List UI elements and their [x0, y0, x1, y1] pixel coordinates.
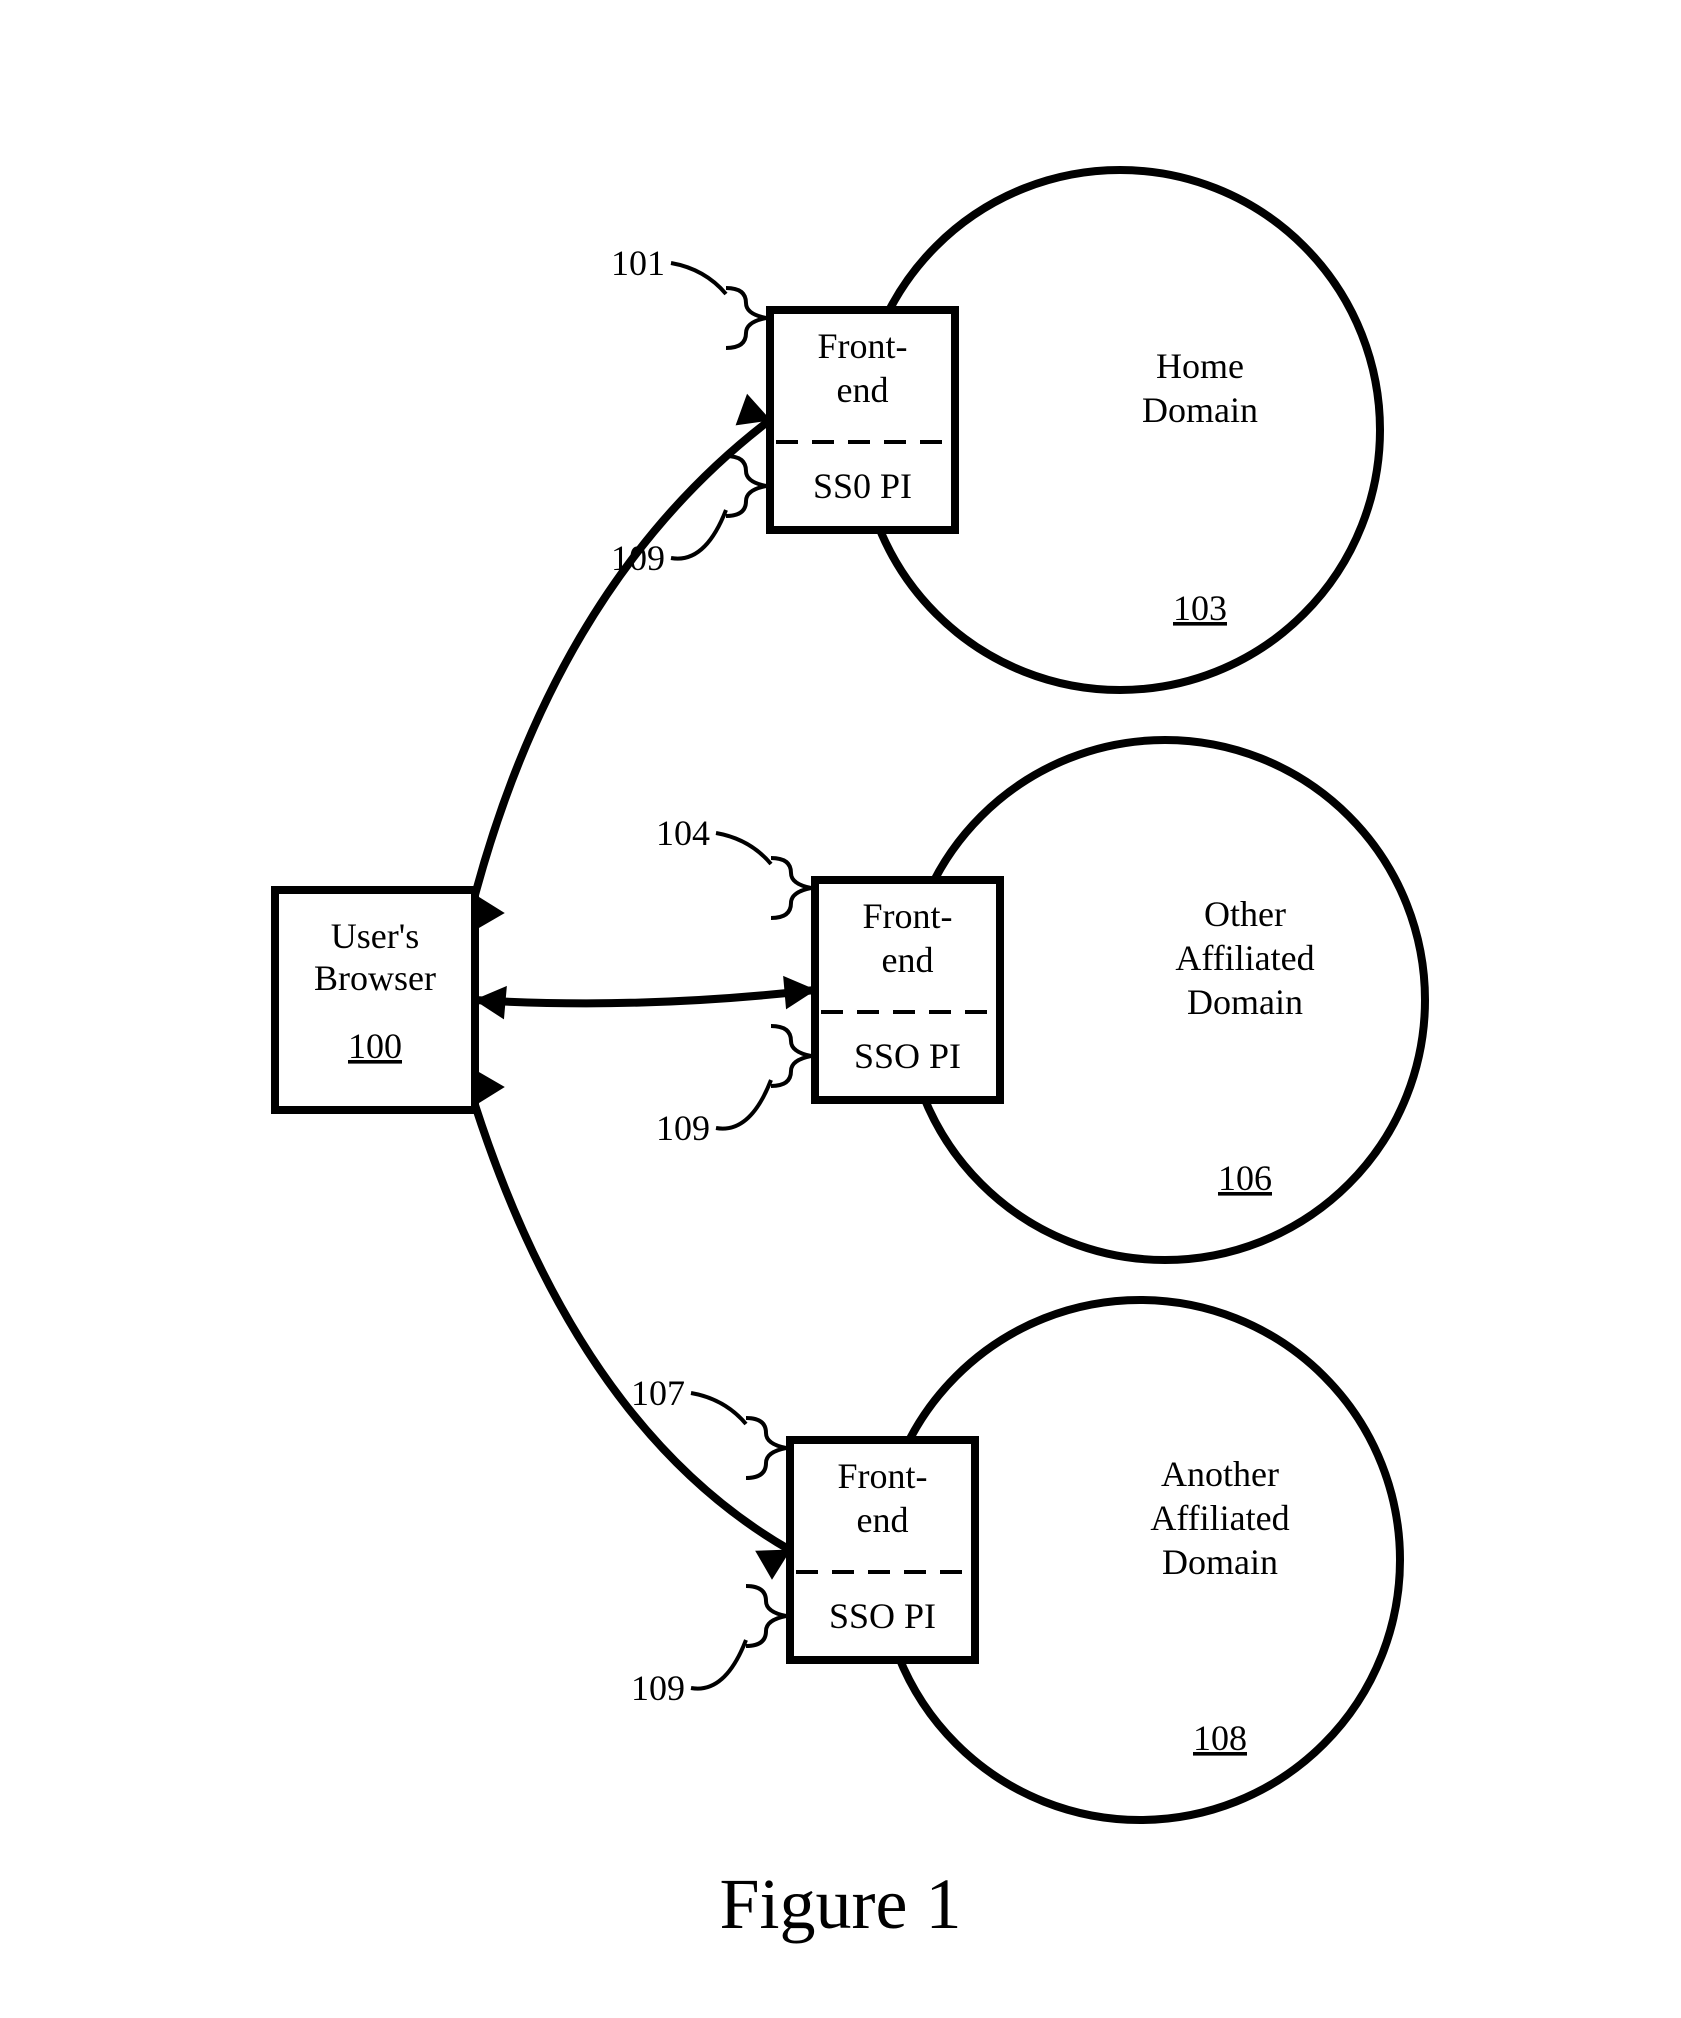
domain-home-leader-bot [671, 510, 726, 559]
user-browser-line2: Browser [314, 958, 436, 998]
domain-another-leader-top [691, 1393, 746, 1424]
brace [771, 1026, 811, 1086]
user-browser-line1: User's [331, 916, 419, 956]
brace [726, 288, 766, 348]
domain-other-ref: 106 [1218, 1158, 1272, 1198]
arrowhead [736, 395, 770, 425]
domain-home-front-line0: Front- [818, 326, 908, 366]
arrow-1 [475, 990, 815, 1003]
arrowhead [475, 987, 506, 1019]
domain-another-label-bot: 109 [631, 1668, 685, 1708]
domain-home-leader-top [671, 263, 726, 294]
domain-other-sso: SSO PI [854, 1036, 961, 1076]
domain-other-label-bot: 109 [656, 1108, 710, 1148]
domain-other-title-2: Domain [1187, 982, 1303, 1022]
domain-other: OtherAffiliatedDomain 106 Front-end SSO PI 1… [656, 740, 1425, 1260]
domain-another-title-2: Domain [1162, 1542, 1278, 1582]
user-browser-ref: 100 [348, 1026, 402, 1066]
brace [746, 1418, 786, 1478]
domain-home-title-1: Domain [1142, 390, 1258, 430]
domain-other-front-line1: end [882, 940, 934, 980]
arrowhead [784, 977, 815, 1009]
domain-other-title-1: Affiliated [1175, 938, 1314, 978]
brace [726, 456, 766, 516]
domain-other-front-line0: Front- [863, 896, 953, 936]
domain-other-title-0: Other [1204, 894, 1286, 934]
domain-home-ref: 103 [1173, 588, 1227, 628]
domain-another-title-0: Another [1161, 1454, 1279, 1494]
domain-home: HomeDomain103Front-endSS0 PI101109 [611, 170, 1380, 690]
domain-another: AnotherAffiliatedDomain 108 Front-end SSO P… [631, 1300, 1400, 1820]
brace [746, 1586, 786, 1646]
brace [771, 858, 811, 918]
domain-other-leader-top [716, 833, 771, 864]
arrowhead [475, 1071, 504, 1105]
arrow-0 [475, 420, 770, 895]
domain-another-ref: 108 [1193, 1718, 1247, 1758]
domain-another-title-1: Affiliated [1150, 1498, 1289, 1538]
domain-other-label-top: 104 [656, 813, 710, 853]
arrowhead [475, 895, 504, 929]
domain-another-leader-bot [691, 1640, 746, 1689]
domain-another-sso: SSO PI [829, 1596, 936, 1636]
domain-home-sso: SS0 PI [813, 466, 912, 506]
figure-label: Figure 1 [720, 1864, 962, 1944]
domain-another-label-top: 107 [631, 1373, 685, 1413]
domain-home-label-top: 101 [611, 243, 665, 283]
domain-another-front-line1: end [857, 1500, 909, 1540]
domain-home-front-line1: end [837, 370, 889, 410]
domain-another-front-line0: Front- [838, 1456, 928, 1496]
arrow-2 [475, 1105, 790, 1550]
domain-home-title-0: Home [1156, 346, 1244, 386]
arrowhead [756, 1550, 790, 1579]
domain-other-leader-bot [716, 1080, 771, 1129]
